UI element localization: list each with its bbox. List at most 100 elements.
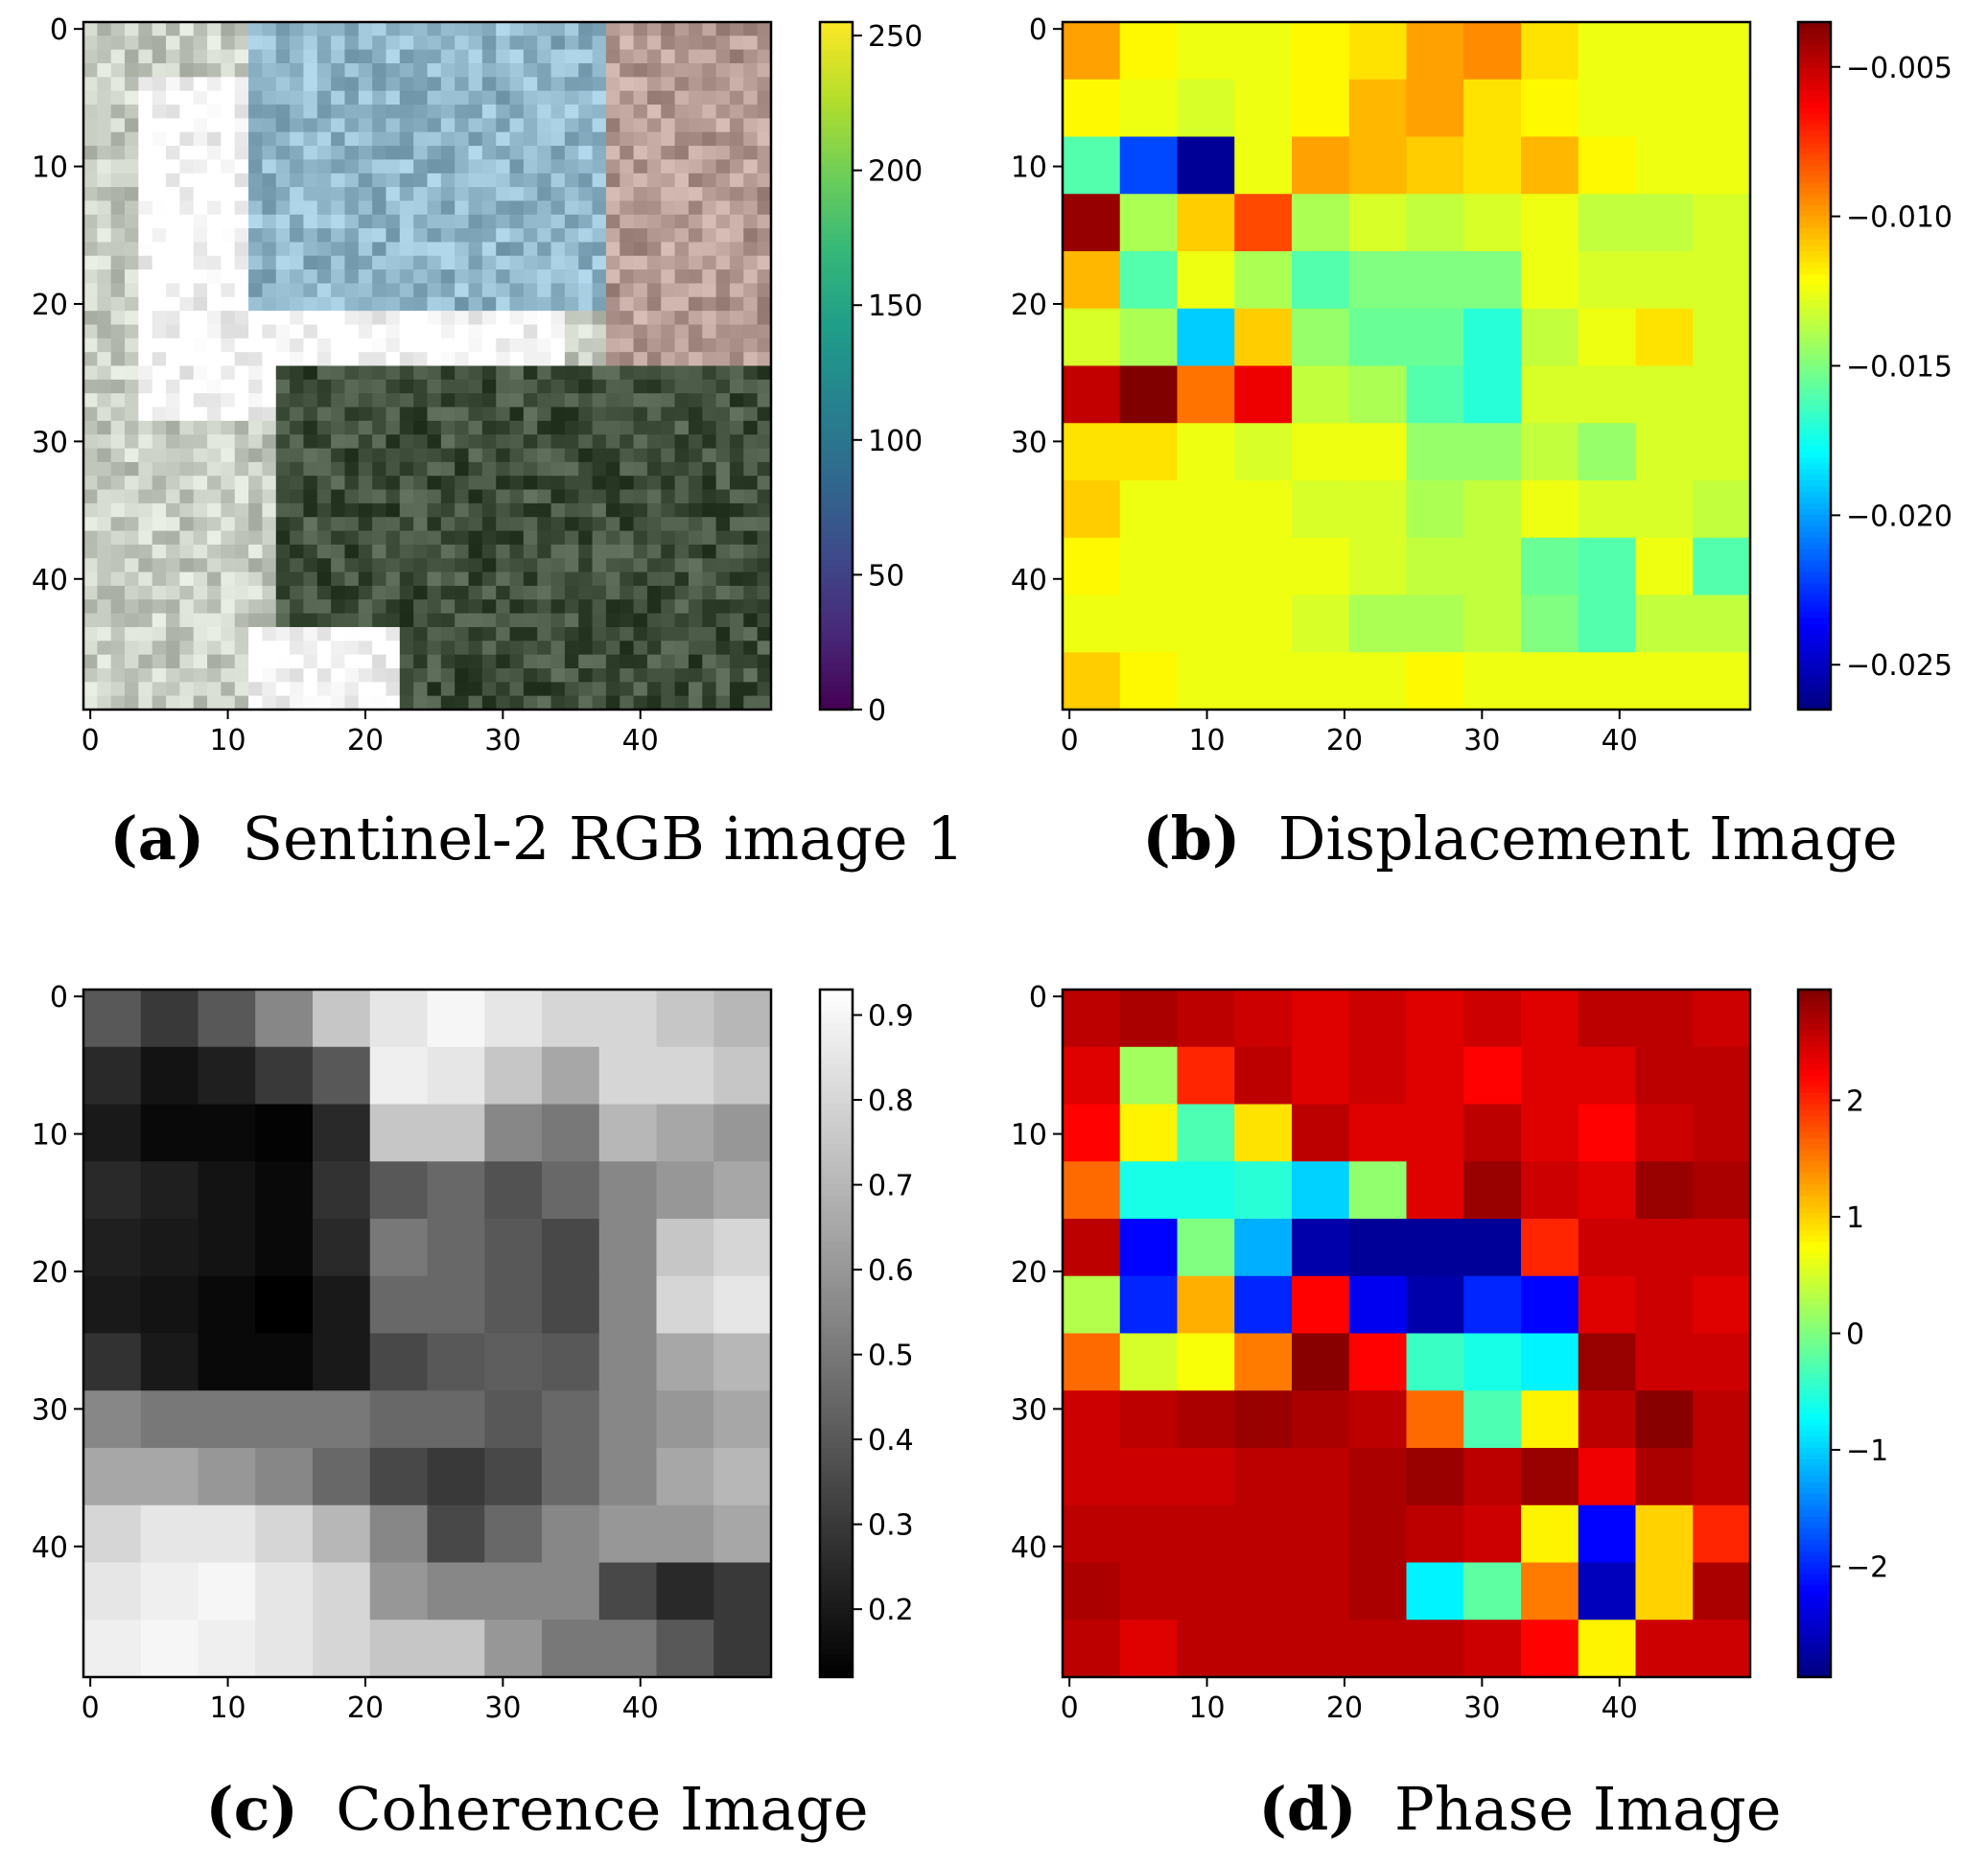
colorbar-band [820,1138,853,1145]
heatmap-cell [193,159,208,175]
heatmap-cell [386,200,401,216]
heatmap-cell [592,571,607,587]
heatmap-cell [248,118,264,133]
heatmap-cell [564,296,579,312]
colorbar-band [820,452,853,458]
heatmap-cell [757,407,772,422]
heatmap-cell [757,613,772,628]
heatmap-cell [358,131,373,147]
colorbar-band [820,475,853,481]
heatmap-cell [592,626,607,641]
heatmap-cell [399,173,414,188]
heatmap-cell [578,324,594,339]
heatmap-cell [496,22,511,36]
heatmap-cell [537,22,552,36]
colorbar-band [1798,452,1831,458]
heatmap-cell [358,228,373,244]
heatmap-cell [290,530,305,546]
heatmap-cell [193,228,208,244]
heatmap-cell [661,667,676,683]
heatmap-cell [358,49,373,64]
heatmap-cell [207,489,222,504]
heatmap-cell [605,324,620,339]
heatmap-cell [110,626,126,641]
heatmap-cell [1635,1104,1694,1162]
heatmap-cell [125,105,139,119]
heatmap-cell [509,420,525,435]
heatmap-cell [729,682,744,697]
heatmap-cell [1234,194,1293,252]
heatmap-cell [1635,1333,1694,1391]
colorbar-band [820,1499,853,1506]
heatmap-cell [1234,1448,1293,1506]
heatmap-cell [550,228,566,244]
x-tick-label: 20 [347,1691,384,1725]
heatmap-cell [110,187,126,202]
colorbar-band [820,251,853,258]
heatmap-cell [386,35,401,51]
colorbar-band [1798,342,1831,350]
heatmap-cell [729,379,744,394]
heatmap-cell [290,49,305,64]
heatmap-cell [386,269,401,285]
colorbar-band [1798,1184,1831,1191]
colorbar-band [1798,652,1831,659]
heatmap-cell [83,379,98,394]
heatmap-cell [702,379,717,394]
heatmap-cell [221,641,236,656]
heatmap-cell [193,105,208,119]
heatmap-cell [646,599,662,615]
heatmap-cell [564,365,579,381]
heatmap-cell [399,695,414,711]
heatmap-cell [702,393,717,408]
x-tick-label: 0 [1061,724,1079,758]
heatmap-cell [331,49,346,64]
colorbar-band [1798,543,1831,550]
heatmap-cell [688,269,703,285]
heatmap-cell [125,407,139,422]
colorbar-band [820,594,853,602]
heatmap-cell [97,502,112,518]
heatmap-cell [468,558,483,573]
heatmap-cell [729,255,744,270]
heatmap-cell [496,420,511,435]
heatmap-cell [413,49,429,64]
heatmap-cell [688,90,703,105]
heatmap-cell [358,324,373,339]
heatmap-cell [1578,1275,1637,1335]
heatmap-cell [661,434,676,450]
heatmap-cell [344,77,360,92]
heatmap-cell [633,146,648,160]
heatmap-cell [262,530,277,546]
heatmap-cell [592,118,607,133]
heatmap-cell [303,517,318,532]
heatmap-cell [550,146,566,160]
colorbar-band [820,1379,853,1386]
heatmap-cell [743,296,759,312]
heatmap-cell [564,200,579,216]
heatmap-cell [620,489,635,504]
heatmap-cell [386,654,401,669]
heatmap-cell [743,255,759,270]
heatmap-cell [496,77,511,92]
heatmap-cell [564,517,579,532]
heatmap-cell [661,49,676,64]
heatmap-cell [386,461,401,477]
heatmap-cell [564,49,579,64]
heatmap-cell [496,63,511,78]
heatmap-cell [110,269,126,285]
heatmap-cell [620,118,635,133]
heatmap-cell [688,352,703,367]
heatmap-cell [1521,1448,1579,1506]
heatmap-cell [1119,1390,1179,1449]
heatmap-cell [468,365,483,381]
heatmap-cell [344,599,360,615]
heatmap-cell [399,352,414,367]
colorbar-band [1798,165,1831,172]
heatmap-cell [234,558,249,573]
heatmap-cell [440,324,456,339]
heatmap-cell [605,420,620,435]
heatmap-cell [702,682,717,697]
heatmap-cell [468,22,483,36]
heatmap-cell [193,476,208,491]
